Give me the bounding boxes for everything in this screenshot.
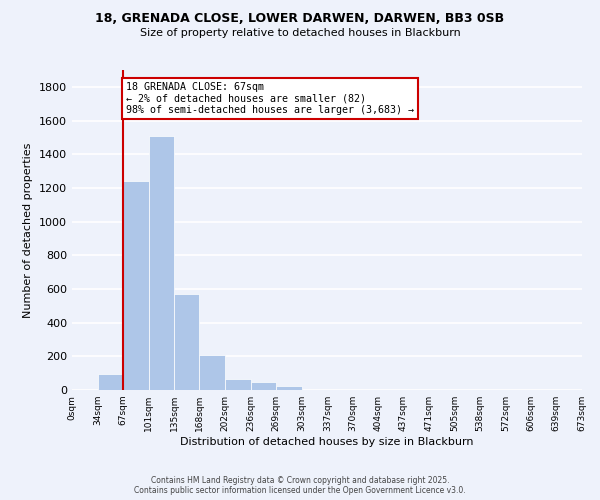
X-axis label: Distribution of detached houses by size in Blackburn: Distribution of detached houses by size … xyxy=(180,437,474,447)
Text: 18 GRENADA CLOSE: 67sqm
← 2% of detached houses are smaller (82)
98% of semi-det: 18 GRENADA CLOSE: 67sqm ← 2% of detached… xyxy=(126,82,414,115)
Bar xyxy=(199,354,225,390)
Text: 18, GRENADA CLOSE, LOWER DARWEN, DARWEN, BB3 0SB: 18, GRENADA CLOSE, LOWER DARWEN, DARWEN,… xyxy=(95,12,505,26)
Bar xyxy=(251,382,276,390)
Bar xyxy=(276,386,302,390)
Bar xyxy=(149,136,175,390)
Text: Contains HM Land Registry data © Crown copyright and database right 2025.
Contai: Contains HM Land Registry data © Crown c… xyxy=(134,476,466,495)
Bar xyxy=(123,181,149,390)
Text: Size of property relative to detached houses in Blackburn: Size of property relative to detached ho… xyxy=(140,28,460,38)
Bar xyxy=(175,294,199,390)
Bar xyxy=(98,374,123,390)
Bar xyxy=(225,379,251,390)
Y-axis label: Number of detached properties: Number of detached properties xyxy=(23,142,34,318)
